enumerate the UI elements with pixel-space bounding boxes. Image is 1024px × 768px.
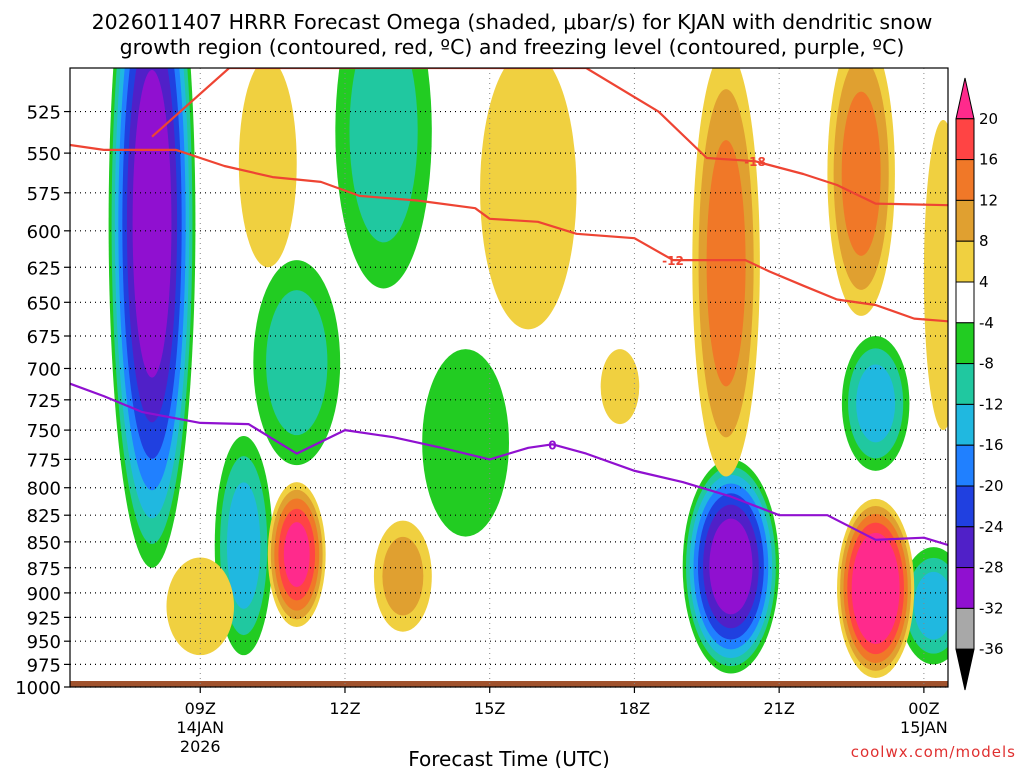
dendritic-contour-minus12-label: -12 — [662, 254, 684, 268]
colorbar-label-0: 20 — [979, 110, 998, 128]
chart-title-line1: 2026011407 HRRR Forecast Omega (shaded, … — [92, 10, 933, 34]
colorbar-swatch-7 — [955, 363, 975, 405]
y-tick-label-850: 850 — [27, 533, 61, 554]
y-tick-label-1000: 1000 — [15, 678, 61, 699]
y-tick-label-875: 875 — [27, 559, 61, 580]
y-tick-label-750: 750 — [27, 421, 61, 442]
colorbar-swatch-10 — [955, 485, 975, 528]
y-tick-label-900: 900 — [27, 584, 61, 605]
colorbar-swatch-6 — [955, 322, 975, 365]
contour-layer — [70, 68, 948, 547]
dendritic-contour-minus12 — [70, 143, 948, 323]
colorbar-label-4: 4 — [979, 273, 989, 291]
dendritic-contour-minus18-label: -18 — [744, 155, 766, 169]
colorbar-label-2: 12 — [979, 191, 998, 209]
y-tick-label-525: 525 — [27, 103, 61, 124]
colorbar-label-6: -8 — [979, 355, 994, 373]
y-tick-label-800: 800 — [27, 479, 61, 500]
colorbar-swatch-3 — [955, 199, 975, 242]
y-tick-label-650: 650 — [27, 293, 61, 314]
x-tick-date-09Z: 14JAN — [176, 718, 224, 737]
colorbar-label-9: -20 — [979, 477, 1004, 495]
omega-region-1-level--8 — [266, 290, 328, 436]
grid-layer — [70, 68, 948, 688]
colorbar: 20 16 12 8 4 -4 -8 -12 -16 -20 -24 -28 -32 -36 — [955, 77, 1004, 691]
colorbar-label-10: -24 — [979, 518, 1004, 536]
y-axis: 525 550 575 600 625 650 675 700 725 750 775 800 825 8… — [15, 103, 70, 699]
colorbar-label-3: 8 — [979, 232, 989, 250]
omega-region-17-level-4 — [923, 120, 948, 431]
x-axis-title: Forecast Time (UTC) — [408, 747, 610, 768]
colorbar-label-12: -32 — [979, 599, 1004, 617]
omega-region-2-level--12 — [226, 482, 261, 609]
chart-title-line2: growth region (contoured, red, ºC) and f… — [120, 35, 905, 59]
y-tick-label-625: 625 — [27, 258, 61, 279]
colorbar-swatch-top — [955, 77, 975, 120]
x-tick-date-00Z: 15JAN — [900, 718, 948, 737]
plot-frame — [69, 67, 949, 688]
omega-region-16-level-4 — [600, 349, 640, 425]
y-tick-label-675: 675 — [27, 327, 61, 348]
omega-region-11-level-12 — [706, 140, 746, 387]
omega-region-14-level-4 — [238, 68, 297, 268]
x-tick-label-18Z: 18Z — [619, 699, 650, 718]
omega-region-7-level--12 — [914, 571, 948, 640]
omega-region-6-level--12 — [856, 364, 896, 443]
y-tick-label-600: 600 — [27, 222, 61, 243]
y-tick-label-550: 550 — [27, 144, 61, 165]
y-tick-label-950: 950 — [27, 632, 61, 653]
y-tick-label-575: 575 — [27, 184, 61, 205]
ground-layer — [70, 681, 948, 687]
colorbar-label-7: -12 — [979, 395, 1004, 413]
colorbar-swatch-4 — [955, 240, 975, 283]
colorbar-label-13: -36 — [979, 640, 1004, 658]
y-tick-label-725: 725 — [27, 391, 61, 412]
x-tick-label-15Z: 15Z — [474, 699, 505, 718]
colorbar-swatch-5 — [955, 281, 975, 324]
colorbar-swatch-11 — [955, 526, 975, 569]
colorbar-label-5: -4 — [979, 314, 994, 332]
colorbar-swatch-13 — [955, 607, 975, 650]
colorbar-swatch-8 — [955, 403, 975, 446]
omega-region-9-level-8 — [382, 536, 424, 616]
omega-region-0-level--28 — [132, 69, 172, 378]
omega-region-4-level--4 — [422, 349, 510, 537]
colorbar-swatch-9 — [955, 444, 975, 487]
y-tick-label-975: 975 — [27, 655, 61, 676]
omega-region-8-level-20 — [283, 522, 310, 587]
omega-region-13-level-4 — [480, 68, 577, 330]
y-tick-label-925: 925 — [27, 608, 61, 629]
x-tick-label-09Z: 09Z — [185, 699, 216, 718]
credit-text: coolwx.com/models — [851, 743, 1016, 761]
y-tick-label-825: 825 — [27, 506, 61, 527]
y-tick-label-700: 700 — [27, 359, 61, 380]
colorbar-label-8: -16 — [979, 436, 1004, 454]
colorbar-swatch-12 — [955, 567, 975, 609]
x-tick-year-09Z: 2026 — [180, 737, 221, 756]
x-tick-label-00Z: 00Z — [908, 699, 939, 718]
omega-region-10-level-20 — [851, 532, 900, 644]
omega-region-15-level-4 — [166, 557, 235, 656]
dendritic-contour-minus18 — [151, 68, 948, 207]
freezing-level-contour — [70, 382, 948, 547]
y-tick-label-775: 775 — [27, 450, 61, 471]
x-tick-label-21Z: 21Z — [763, 699, 794, 718]
freezing-level-contour-label: 0 — [548, 438, 556, 452]
colorbar-label-11: -28 — [979, 559, 1004, 577]
omega-region-5-level--28 — [709, 518, 753, 615]
omega-region-12-level-12 — [841, 91, 881, 256]
colorbar-swatch-2 — [955, 159, 975, 201]
colorbar-label-1: 16 — [979, 151, 998, 169]
colorbar-swatch-1 — [955, 118, 975, 161]
ground-strip — [70, 681, 948, 687]
colorbar-swatch-bottom — [955, 648, 975, 691]
contour-label-layer: -18 -12 0 — [548, 155, 766, 452]
x-tick-label-12Z: 12Z — [329, 699, 360, 718]
omega-shading-layer — [108, 68, 948, 679]
